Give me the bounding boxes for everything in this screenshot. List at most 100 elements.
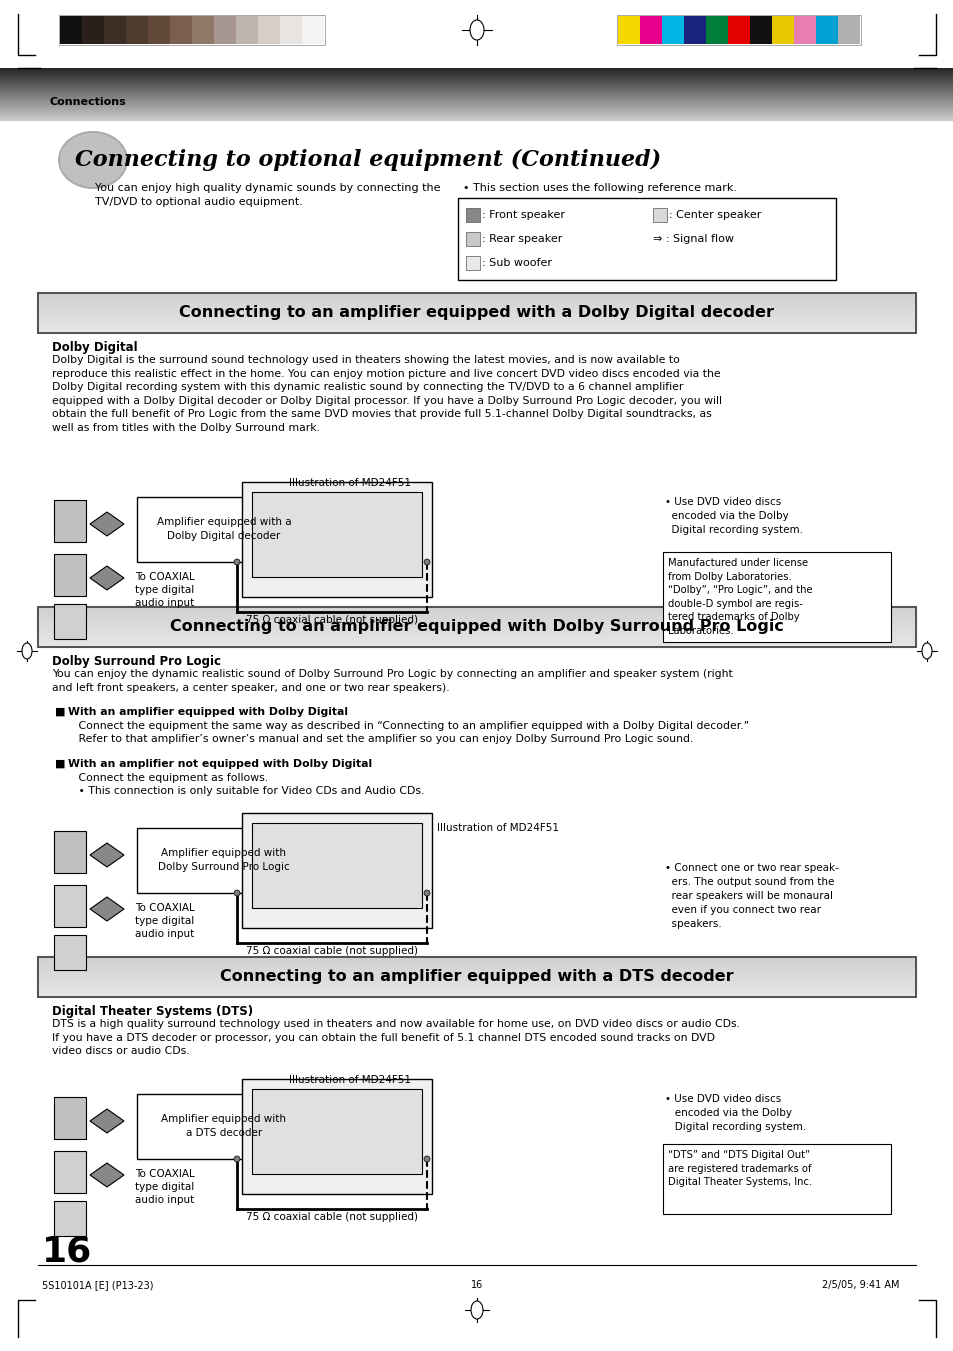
Text: 16: 16 bbox=[471, 1279, 482, 1290]
Bar bbox=[252, 492, 421, 577]
Bar bbox=[54, 604, 86, 639]
Bar bbox=[242, 482, 432, 597]
Text: ■: ■ bbox=[55, 759, 66, 769]
Bar bbox=[662, 553, 890, 642]
Bar bbox=[815, 16, 837, 45]
Bar bbox=[0, 100, 953, 101]
Bar bbox=[126, 16, 148, 45]
Text: Dolby Surround Pro Logic: Dolby Surround Pro Logic bbox=[52, 655, 221, 667]
Bar bbox=[0, 101, 953, 103]
Bar bbox=[618, 16, 639, 45]
Bar bbox=[639, 16, 661, 45]
Text: To COAXIAL
type digital
audio input: To COAXIAL type digital audio input bbox=[135, 1169, 194, 1205]
Bar bbox=[0, 86, 953, 88]
Text: • This section uses the following reference mark.: • This section uses the following refere… bbox=[462, 182, 737, 193]
Text: “DTS” and “DTS Digital Out”
are registered trademarks of
Digital Theater Systems: “DTS” and “DTS Digital Out” are register… bbox=[667, 1150, 811, 1188]
Ellipse shape bbox=[233, 890, 240, 896]
Bar bbox=[137, 828, 312, 893]
Text: Connect the equipment the same way as described in “Connecting to an amplifier e: Connect the equipment the same way as de… bbox=[68, 721, 748, 744]
Text: 75 Ω coaxial cable (not supplied): 75 Ω coaxial cable (not supplied) bbox=[246, 946, 417, 957]
Bar bbox=[0, 70, 953, 72]
Text: To COAXIAL
type digital
audio input: To COAXIAL type digital audio input bbox=[135, 571, 194, 608]
Bar bbox=[0, 95, 953, 96]
Bar bbox=[0, 89, 953, 91]
Text: Connecting to optional equipment (Continued): Connecting to optional equipment (Contin… bbox=[75, 149, 660, 172]
Bar bbox=[0, 82, 953, 85]
Text: To COAXIAL
type digital
audio input: To COAXIAL type digital audio input bbox=[135, 902, 194, 939]
Bar bbox=[242, 813, 432, 928]
Bar bbox=[104, 16, 126, 45]
Polygon shape bbox=[90, 512, 124, 536]
Text: You can enjoy high quality dynamic sounds by connecting the
TV/DVD to optional a: You can enjoy high quality dynamic sound… bbox=[95, 182, 440, 207]
Text: : Sub woofer: : Sub woofer bbox=[481, 258, 552, 267]
Ellipse shape bbox=[233, 1156, 240, 1162]
Bar bbox=[0, 74, 953, 76]
Bar bbox=[60, 16, 82, 45]
Text: : Front speaker: : Front speaker bbox=[481, 209, 564, 220]
Bar bbox=[0, 105, 953, 108]
Bar bbox=[82, 16, 104, 45]
Bar bbox=[0, 112, 953, 113]
Text: Connecting to an amplifier equipped with a DTS decoder: Connecting to an amplifier equipped with… bbox=[220, 970, 733, 985]
Bar bbox=[0, 116, 953, 118]
Text: Illustration of MD24F51: Illustration of MD24F51 bbox=[289, 478, 411, 488]
Bar bbox=[0, 72, 953, 73]
Polygon shape bbox=[90, 1109, 124, 1133]
Bar bbox=[0, 76, 953, 77]
Bar bbox=[0, 111, 953, 112]
Ellipse shape bbox=[58, 131, 128, 189]
Bar bbox=[683, 16, 705, 45]
Bar bbox=[0, 78, 953, 81]
Ellipse shape bbox=[921, 643, 931, 659]
Ellipse shape bbox=[60, 132, 126, 186]
Bar bbox=[0, 105, 953, 107]
Bar bbox=[0, 96, 953, 97]
Text: With an amplifier equipped with Dolby Digital: With an amplifier equipped with Dolby Di… bbox=[68, 707, 348, 717]
Text: 16: 16 bbox=[42, 1235, 92, 1269]
Bar bbox=[465, 208, 479, 222]
Bar bbox=[0, 68, 953, 69]
Bar bbox=[54, 500, 86, 542]
Text: DTS is a high quality surround technology used in theaters and now available for: DTS is a high quality surround technolog… bbox=[52, 1019, 740, 1056]
Bar bbox=[280, 16, 302, 45]
Text: • Connect one or two rear speak-
  ers. The output sound from the
  rear speaker: • Connect one or two rear speak- ers. Th… bbox=[664, 863, 838, 929]
Bar bbox=[837, 16, 859, 45]
Bar bbox=[0, 85, 953, 86]
Bar bbox=[0, 97, 953, 99]
Text: 75 Ω coaxial cable (not supplied): 75 Ω coaxial cable (not supplied) bbox=[246, 615, 417, 626]
Bar bbox=[662, 1144, 890, 1215]
Bar bbox=[0, 103, 953, 104]
Ellipse shape bbox=[233, 559, 240, 565]
Text: Dolby Digital: Dolby Digital bbox=[52, 340, 137, 354]
Text: Illustration of MD24F51: Illustration of MD24F51 bbox=[289, 1075, 411, 1085]
Bar bbox=[465, 255, 479, 270]
Bar bbox=[0, 115, 953, 116]
Bar bbox=[793, 16, 815, 45]
Bar bbox=[54, 1097, 86, 1139]
Bar bbox=[235, 16, 257, 45]
Bar bbox=[137, 497, 312, 562]
Text: Digital Theater Systems (DTS): Digital Theater Systems (DTS) bbox=[52, 1005, 253, 1019]
Ellipse shape bbox=[470, 20, 483, 41]
Text: 5S10101A [E] (P13-23): 5S10101A [E] (P13-23) bbox=[42, 1279, 153, 1290]
Ellipse shape bbox=[423, 890, 430, 896]
Text: 75 Ω coaxial cable (not supplied): 75 Ω coaxial cable (not supplied) bbox=[246, 1212, 417, 1223]
Polygon shape bbox=[90, 1163, 124, 1188]
Bar bbox=[727, 16, 749, 45]
Polygon shape bbox=[90, 897, 124, 921]
Bar bbox=[0, 93, 953, 95]
Bar bbox=[242, 1079, 432, 1194]
Bar bbox=[0, 80, 953, 81]
Bar bbox=[0, 118, 953, 119]
Ellipse shape bbox=[22, 643, 32, 659]
Bar bbox=[54, 554, 86, 596]
Ellipse shape bbox=[423, 1156, 430, 1162]
Bar bbox=[54, 935, 86, 970]
Bar bbox=[54, 1151, 86, 1193]
Bar bbox=[705, 16, 727, 45]
Bar bbox=[257, 16, 280, 45]
Bar bbox=[0, 82, 953, 84]
Bar bbox=[148, 16, 170, 45]
Bar bbox=[54, 1201, 86, 1236]
Bar bbox=[0, 99, 953, 100]
